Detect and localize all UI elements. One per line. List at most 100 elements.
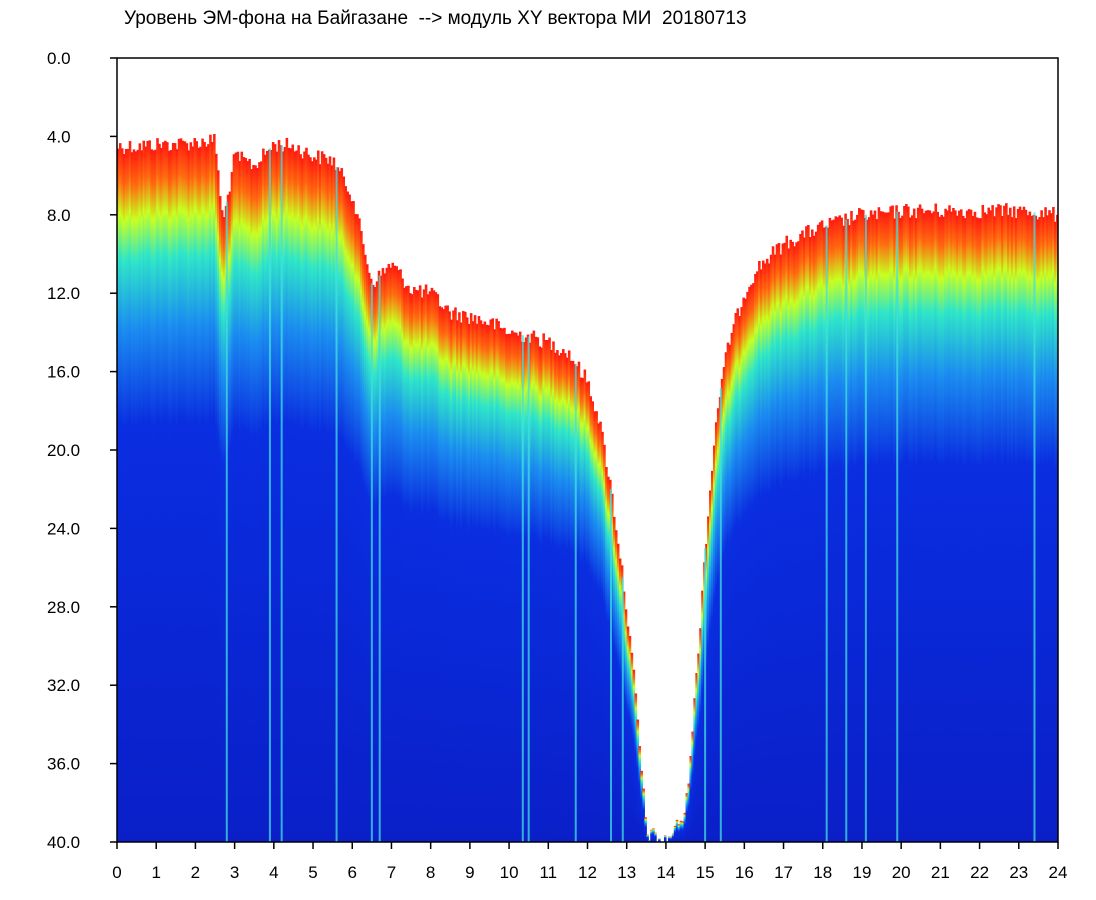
spectrogram-column bbox=[311, 161, 314, 842]
spectrogram-column bbox=[299, 154, 302, 842]
spectrogram-column bbox=[783, 242, 787, 842]
spectrogram-column bbox=[818, 222, 822, 842]
spectrogram-column bbox=[534, 336, 538, 842]
spectrogram-column bbox=[538, 346, 542, 842]
spectrogram-column bbox=[952, 207, 955, 842]
spectrogram-column bbox=[942, 216, 945, 842]
spectrogram-column bbox=[365, 264, 369, 842]
spectrogram-column bbox=[432, 290, 436, 842]
spectrogram-column bbox=[881, 211, 885, 842]
spectrogram-column bbox=[1030, 215, 1034, 842]
spectrogram-column bbox=[320, 151, 324, 842]
spectrogram-column bbox=[460, 322, 463, 842]
spectrogram-column bbox=[407, 285, 410, 842]
spectrogram-column bbox=[1056, 214, 1058, 842]
spectrogram-column bbox=[346, 191, 349, 842]
spectrogram-column bbox=[777, 243, 781, 842]
spectrogram-column bbox=[481, 324, 485, 842]
spectrogram-column bbox=[393, 265, 396, 842]
x-tick-label: 3 bbox=[230, 863, 239, 882]
spectrogram-column bbox=[197, 147, 200, 842]
spectrogram-column bbox=[195, 141, 198, 842]
spectrogram-column bbox=[673, 825, 677, 842]
spectrogram-column bbox=[322, 154, 326, 842]
spectrogram-column bbox=[469, 313, 473, 842]
spectrogram-column bbox=[830, 220, 834, 842]
spectrogram-column bbox=[816, 224, 820, 842]
spectrogram-column bbox=[215, 153, 218, 842]
spectrogram-column bbox=[401, 278, 404, 842]
spectrogram-column bbox=[132, 149, 136, 842]
spectrogram-column bbox=[442, 309, 445, 842]
spectrogram-column bbox=[630, 652, 634, 842]
spectrogram-column bbox=[879, 211, 883, 842]
spectrogram-column bbox=[614, 530, 618, 842]
spectrogram-column bbox=[554, 352, 557, 842]
spectrogram-column bbox=[381, 268, 385, 842]
spectrogram-column bbox=[171, 142, 175, 842]
spectrogram-column bbox=[793, 246, 796, 842]
spectrogram-column bbox=[309, 157, 312, 842]
spectrogram-column bbox=[154, 149, 157, 842]
spectrogram-column bbox=[867, 217, 871, 842]
spectrogram-column bbox=[846, 218, 849, 842]
spectrogram-column bbox=[869, 210, 873, 842]
spectrogram-column bbox=[652, 828, 655, 842]
x-tick-label: 15 bbox=[696, 863, 715, 882]
spectrogram-column bbox=[454, 307, 457, 842]
spectrogram-column bbox=[295, 150, 298, 842]
spectrogram-column bbox=[1007, 214, 1010, 842]
spectrogram-column bbox=[140, 150, 144, 842]
x-axis: 0 1 2 3 4 5 6 7 8 9 10 11 12 13 14 15 16 17 18 19 20 21 22 23 24 bbox=[112, 842, 1067, 882]
spectrogram-column bbox=[875, 219, 879, 842]
spectrogram-column bbox=[126, 148, 130, 842]
spectrogram-column bbox=[697, 653, 700, 842]
spectrogram-column bbox=[436, 294, 440, 842]
spectrogram-column bbox=[203, 141, 206, 842]
spectrogram-column bbox=[205, 146, 208, 842]
spectrogram-column bbox=[914, 218, 918, 842]
spectrogram-column bbox=[244, 157, 247, 842]
spectrogram-column bbox=[397, 270, 400, 842]
spectrogram-column bbox=[130, 152, 134, 842]
spectrogram-column bbox=[812, 235, 816, 842]
spectrogram-column bbox=[199, 146, 202, 842]
spectrogram-column bbox=[173, 143, 177, 842]
spectrogram-column bbox=[758, 260, 761, 842]
spectrogram-column bbox=[336, 167, 340, 842]
spectrogram-column bbox=[612, 516, 616, 842]
spectrogram-column bbox=[730, 332, 734, 842]
spectrogram-column bbox=[260, 161, 263, 842]
spectrogram-column bbox=[118, 143, 122, 842]
spectrogram-column bbox=[654, 832, 657, 842]
spectrogram-column bbox=[883, 212, 887, 842]
spectrogram-column bbox=[1026, 215, 1030, 842]
spectrogram-column bbox=[724, 352, 728, 842]
spectrogram-column bbox=[932, 211, 936, 842]
spectrogram-column bbox=[1012, 206, 1016, 842]
spectrogram-column bbox=[642, 788, 645, 842]
spectrogram-column bbox=[756, 271, 759, 842]
spectrogram-column bbox=[138, 143, 142, 842]
spectrogram-column bbox=[752, 283, 755, 842]
spectrogram-column bbox=[726, 342, 730, 842]
spectrogram-column bbox=[262, 148, 265, 842]
spectrogram-column bbox=[707, 516, 710, 842]
spectrogram-column bbox=[636, 719, 640, 842]
spectrogram-column bbox=[646, 834, 649, 842]
spectrogram-column bbox=[624, 609, 628, 842]
x-tick-label: 6 bbox=[348, 863, 357, 882]
spectrogram-column bbox=[218, 196, 222, 842]
spectrogram-column bbox=[930, 213, 934, 842]
spectrogram-column bbox=[797, 241, 800, 842]
spectrogram-column bbox=[771, 246, 775, 842]
spectrogram-column bbox=[505, 334, 508, 842]
spectrogram-column bbox=[348, 194, 351, 842]
spectrogram-column bbox=[889, 206, 892, 842]
spectrogram-column bbox=[899, 217, 902, 842]
spectrogram-column bbox=[501, 328, 504, 842]
spectrogram-column bbox=[305, 147, 308, 842]
spectrogram-column bbox=[695, 673, 698, 842]
spectrogram-column bbox=[405, 286, 408, 842]
spectrogram-column bbox=[522, 342, 526, 842]
